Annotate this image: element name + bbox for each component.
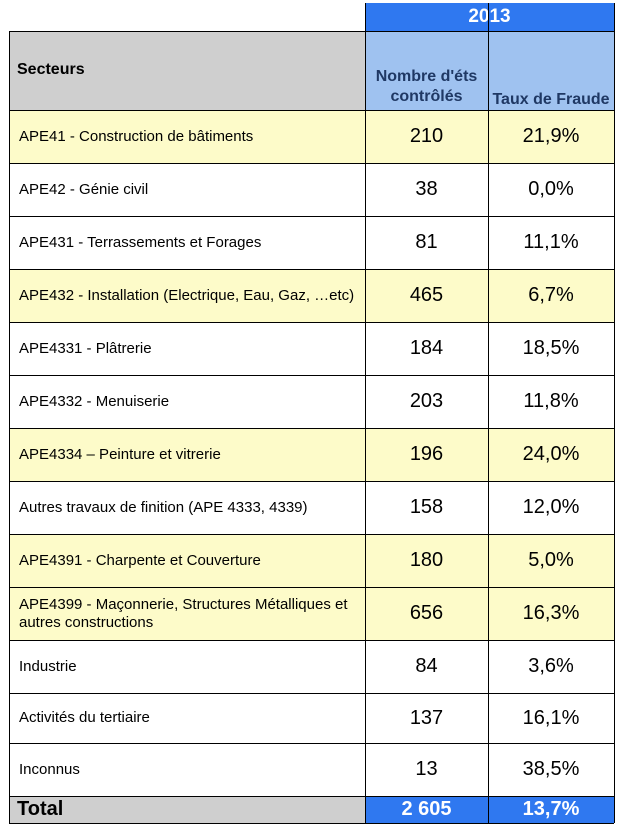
- count-cell: 180: [365, 534, 488, 587]
- header-sectors: Secteurs: [9, 31, 365, 110]
- grid-line: [365, 3, 366, 823]
- table-row: APE41 - Construction de bâtiments 210 21,9…: [0, 110, 620, 163]
- table-row: Autres travaux de finition (APE 4333, 43…: [0, 481, 620, 534]
- total-label: Total: [9, 796, 365, 823]
- table-row: Activités du tertiaire 137 16,1%: [0, 693, 620, 743]
- grid-line: [9, 693, 614, 694]
- count-cell: 203: [409, 390, 444, 412]
- grid-line: [9, 269, 614, 270]
- grid-line: [9, 216, 614, 217]
- header-count: Nombre d'éts contrôlés: [365, 31, 488, 110]
- sector-cell: Activités du tertiaire: [19, 709, 150, 726]
- count-cell: 210: [365, 110, 488, 163]
- rate-cell: 16,3%: [488, 587, 614, 640]
- grid-line: [9, 31, 10, 823]
- rate-cell: 16,1%: [522, 706, 580, 729]
- grid-line: [9, 743, 614, 744]
- count-cell: 84: [415, 655, 438, 677]
- rate-cell: 11,8%: [523, 390, 579, 412]
- count-cell: 137: [409, 706, 444, 729]
- sector-cell: APE4332 - Menuiserie: [19, 392, 170, 410]
- sector-cell: APE431 - Terrassements et Forages: [19, 233, 262, 251]
- total-rate: 13,7%: [488, 796, 614, 823]
- count-cell: 465: [365, 269, 488, 322]
- rate-cell: 3,6%: [528, 655, 574, 677]
- grid-line: [614, 3, 615, 823]
- grid-line: [9, 110, 614, 111]
- grid-line: [9, 587, 614, 588]
- sector-cell: Inconnus: [19, 760, 80, 778]
- count-cell: 13: [415, 758, 438, 780]
- sector-cell: Autres travaux de finition (APE 4333, 43…: [19, 498, 308, 516]
- grid-line: [9, 31, 614, 32]
- rate-cell: 21,9%: [488, 110, 614, 163]
- grid-line: [9, 428, 614, 429]
- grid-line: [9, 796, 614, 797]
- year-header: 2013: [365, 3, 614, 31]
- table-row: APE4331 - Plâtrerie 184 18,5%: [0, 322, 620, 375]
- table-row: APE4332 - Menuiserie 203 11,8%: [0, 375, 620, 428]
- sector-cell: APE42 - Génie civil: [19, 180, 149, 198]
- rate-cell: 12,0%: [522, 496, 580, 518]
- grid-line: [488, 3, 489, 823]
- total-row: Total 2 605 13,7%: [0, 796, 620, 823]
- count-cell: 184: [409, 337, 444, 359]
- grid-line: [9, 322, 614, 323]
- table-row: APE431 - Terrassements et Forages 81 11,1%: [0, 216, 620, 269]
- table-header: Secteurs Nombre d'éts contrôlés Taux de …: [0, 31, 620, 110]
- grid-line: [9, 375, 614, 376]
- table-row: APE4399 - Maçonnerie, Structures Métalli…: [0, 587, 620, 640]
- count-cell: 81: [415, 231, 438, 253]
- rate-cell: 6,7%: [488, 269, 614, 322]
- sector-cell: APE41 - Construction de bâtiments: [9, 110, 365, 163]
- rate-cell: 24,0%: [488, 428, 614, 481]
- sector-cell: APE432 - Installation (Electrique, Eau, …: [9, 269, 365, 322]
- count-cell: 38: [415, 178, 438, 200]
- grid-line: [9, 163, 614, 164]
- table-row: APE42 - Génie civil 38 0,0%: [0, 163, 620, 216]
- grid-line: [9, 481, 614, 482]
- count-cell: 656: [365, 587, 488, 640]
- rate-cell: 18,5%: [522, 337, 580, 359]
- count-cell: 196: [365, 428, 488, 481]
- header-rate: Taux de Fraude: [488, 31, 614, 110]
- total-count: 2 605: [365, 796, 488, 823]
- table-row: APE4334 – Peinture et vitrerie 196 24,0%: [0, 428, 620, 481]
- table-row: APE4391 - Charpente et Couverture 180 5,0%: [0, 534, 620, 587]
- grid-line: [9, 823, 614, 824]
- count-cell: 158: [409, 496, 444, 518]
- rate-cell: 11,1%: [523, 231, 579, 253]
- table-row: Industrie 84 3,6%: [0, 640, 620, 693]
- sector-cell: APE4399 - Maçonnerie, Structures Métalli…: [9, 587, 365, 640]
- table-row: Inconnus 13 38,5%: [0, 743, 620, 796]
- grid-line: [9, 534, 614, 535]
- rate-cell: 0,0%: [528, 178, 574, 200]
- rate-cell: 5,0%: [488, 534, 614, 587]
- sector-cell: APE4391 - Charpente et Couverture: [9, 534, 365, 587]
- table-row: APE432 - Installation (Electrique, Eau, …: [0, 269, 620, 322]
- rate-cell: 38,5%: [522, 758, 580, 780]
- sector-cell: APE4331 - Plâtrerie: [19, 339, 152, 357]
- grid-line: [9, 640, 614, 641]
- sector-cell: APE4334 – Peinture et vitrerie: [9, 428, 365, 481]
- sector-cell: Industrie: [19, 657, 77, 675]
